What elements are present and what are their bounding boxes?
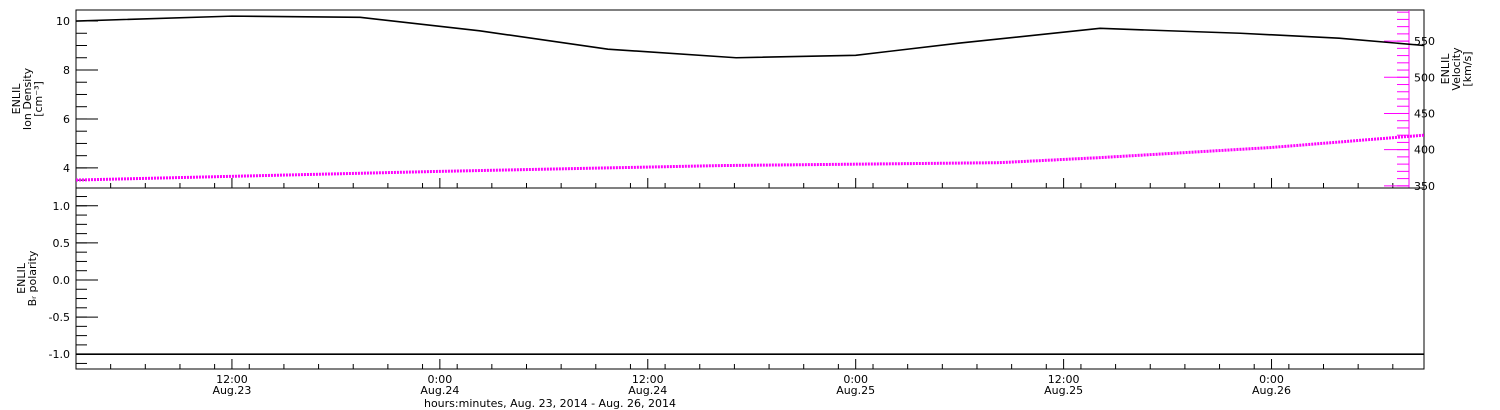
y2-tick-label: 450 [1414, 107, 1435, 120]
x-tick-label: 12:00 Aug.25 [1044, 373, 1083, 397]
x-tick-label: 0:00 Aug.26 [1252, 373, 1291, 397]
x-tick-label: 0:00 Aug.24 [420, 373, 459, 397]
data-line [75, 133, 1425, 182]
y-tick-label: 10 [56, 15, 70, 28]
axis-label: [cm⁻³] [32, 81, 45, 117]
x-tick-label: 0:00 Aug.25 [836, 373, 875, 397]
x-axis-label: hours:minutes, Aug. 23, 2014 - Aug. 26, … [424, 397, 676, 410]
axis-label: [km/s] [1461, 51, 1474, 86]
plot-frame [75, 9, 1425, 189]
y-tick-label: 6 [63, 113, 70, 126]
y2-tick-label: 550 [1414, 35, 1435, 48]
axis-label: Bᵣ polarity [26, 250, 39, 306]
y-tick-label: 1.0 [53, 200, 71, 213]
y2-tick-label: 500 [1414, 71, 1435, 84]
plot-frame [75, 187, 1425, 370]
y-tick-label: 4 [63, 162, 70, 175]
data-line [75, 15, 1425, 59]
y-tick-label: -1.0 [49, 348, 70, 361]
axis-label: Ion Density [21, 67, 34, 130]
axis-label: Velocity [1450, 47, 1463, 91]
axis-label: ENLIL [10, 83, 23, 115]
y-tick-label: 0.0 [53, 274, 71, 287]
x-tick-label: 12:00 Aug.23 [212, 373, 251, 397]
y2-tick-label: 400 [1414, 144, 1435, 157]
y-tick-label: 0.5 [53, 237, 71, 250]
y-tick-label: 8 [63, 64, 70, 77]
y2-tick-label: 350 [1414, 180, 1435, 193]
y-tick-label: -0.5 [49, 311, 70, 324]
x-tick-label: 12:00 Aug.24 [628, 373, 667, 397]
axis-label: ENLIL [15, 262, 28, 294]
axis-label: ENLIL [1439, 53, 1452, 85]
